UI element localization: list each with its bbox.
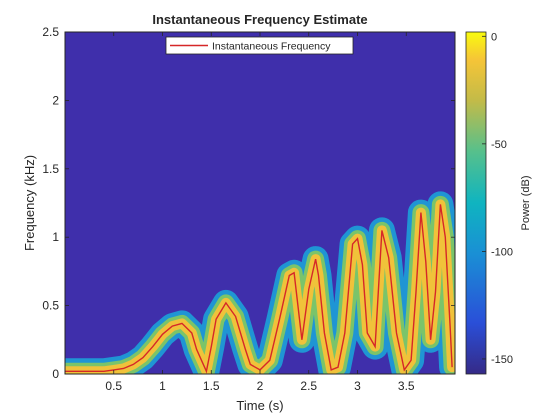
- y-tick-label: 1.5: [42, 162, 59, 176]
- y-tick-label: 1: [52, 230, 59, 244]
- y-tick-label: 2: [52, 93, 59, 107]
- x-axis-label: Time (s): [236, 398, 283, 413]
- colorbar: 0 -50 -100 -150 Power (dB): [465, 31, 532, 375]
- colorbar-tick-label: 0: [491, 31, 497, 43]
- y-tick-label: 0: [52, 367, 59, 381]
- x-tick-label: 2: [257, 379, 264, 393]
- y-axis-ticks: 0 0.5 1 1.5 2 2.5: [42, 25, 455, 381]
- colorbar-tick-label: -100: [491, 246, 513, 258]
- y-axis-label: Frequency (kHz): [22, 155, 37, 251]
- y-tick-label: 2.5: [42, 25, 59, 39]
- legend: Instantaneous Frequency: [165, 36, 354, 55]
- x-axis-ticks: 0.5 1 1.5 2 2.5 3 3.5: [105, 32, 415, 393]
- x-tick-label: 3: [354, 379, 361, 393]
- chart-title: Instantaneous Frequency Estimate: [152, 12, 367, 27]
- colorbar-tick-label: -50: [491, 139, 507, 151]
- instantaneous-frequency-line: [65, 204, 453, 374]
- x-tick-label: 2.5: [300, 379, 317, 393]
- colorbar-ticks: 0 -50 -100 -150: [482, 31, 513, 366]
- legend-box: [165, 36, 354, 55]
- y-tick-label: 0.5: [42, 299, 59, 313]
- legend-label: Instantaneous Frequency: [212, 41, 331, 53]
- colorbar-gradient: [465, 31, 487, 375]
- x-tick-label: 1.5: [203, 379, 220, 393]
- colorbar-label: Power (dB): [520, 175, 532, 230]
- x-tick-label: 3.5: [398, 379, 415, 393]
- x-tick-label: 0.5: [105, 379, 122, 393]
- colorbar-tick-label: -150: [491, 354, 513, 366]
- x-tick-label: 1: [159, 379, 166, 393]
